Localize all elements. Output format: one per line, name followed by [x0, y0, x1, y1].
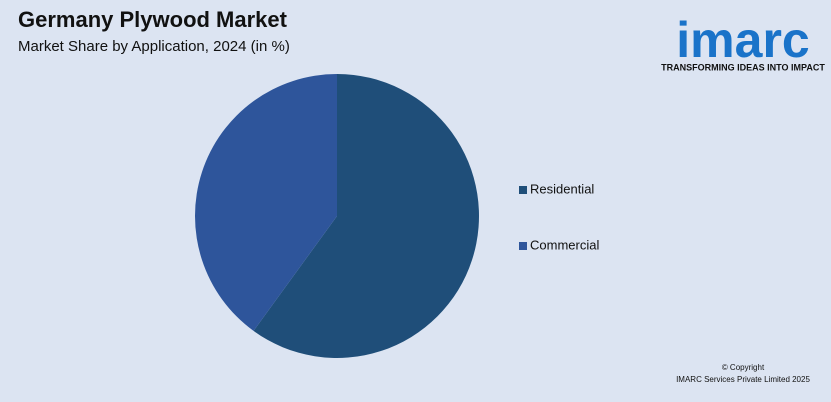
copyright: IMARC Services Private Limited 2025: [676, 375, 810, 384]
legend-swatch: [519, 186, 527, 194]
logo: imarc: [676, 12, 809, 68]
legend-label: Commercial: [530, 237, 599, 252]
legend-swatch: [519, 242, 527, 250]
logo-tagline: TRANSFORMING IDEAS INTO IMPACT: [661, 62, 825, 72]
chart-title: Germany Plywood Market: [18, 7, 288, 32]
chart-subtitle: Market Share by Application, 2024 (in %): [18, 38, 290, 55]
pie-slice: [253, 74, 479, 359]
copyright: © Copyright: [722, 363, 765, 372]
pie-slice: [195, 74, 337, 331]
legend-label: Residential: [530, 181, 594, 196]
